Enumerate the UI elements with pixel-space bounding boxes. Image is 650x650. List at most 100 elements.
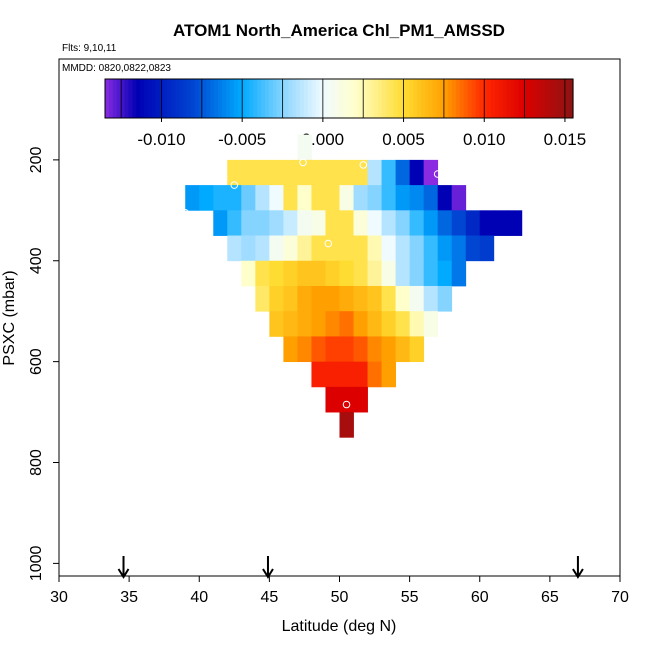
heatmap-cell [185, 185, 200, 211]
colorbar-segment [420, 79, 426, 118]
heatmap-cell [423, 311, 439, 337]
heatmap-cell [381, 361, 396, 388]
heatmap-cell [409, 260, 425, 287]
colorbar-segment [249, 79, 254, 118]
colorbar-segment [233, 79, 239, 118]
heatmap-cell [311, 361, 326, 388]
heatmap-cell [339, 285, 354, 312]
colorbar-segment [342, 79, 348, 118]
colorbar-segment [311, 79, 317, 118]
colorbar-segment [397, 79, 402, 118]
x-tick-label: 45 [260, 589, 278, 606]
colorbar-segment [331, 79, 336, 118]
colorbar-segment [327, 79, 332, 118]
colorbar-segment [264, 79, 270, 118]
colorbar-segment [300, 79, 305, 118]
heatmap-cell [395, 159, 411, 186]
heatmap-cell [381, 311, 396, 337]
flights-note: Flts: 9,10,11 [62, 43, 117, 54]
heatmap-cell [423, 285, 439, 312]
heatmap-cell [395, 235, 411, 262]
heatmap-cell [297, 134, 312, 161]
heatmap-cell [409, 311, 425, 337]
x-tick-label: 70 [611, 589, 629, 606]
heatmap-cell [437, 185, 453, 211]
heatmap-cell [437, 210, 453, 236]
colorbar-frame [104, 78, 574, 119]
colorbar-segment [440, 79, 445, 118]
flight-marker [181, 209, 190, 217]
colorbar-segment [155, 79, 161, 118]
colorbar-segment [241, 79, 246, 118]
heatmap-cell [311, 235, 326, 262]
colorbar-segment [346, 79, 352, 118]
y-tick-label: 1000 [28, 545, 45, 581]
colorbar-segment [124, 79, 129, 118]
colorbar-segment [366, 79, 371, 118]
heatmap-cell [423, 260, 439, 287]
colorbar-segment [296, 79, 301, 118]
colorbar-segment [526, 79, 531, 118]
colorbar-segment [428, 79, 434, 118]
heatmap-cell [297, 260, 312, 287]
heatmap-cell [353, 260, 368, 287]
colorbar-segment [198, 79, 204, 118]
heatmap-cell [381, 235, 396, 262]
down-arrow-icon [117, 556, 130, 579]
colorbar-segment [319, 79, 324, 118]
colorbar-segment [424, 79, 430, 118]
colorbar-segment [358, 79, 363, 118]
heatmap-cell [297, 159, 312, 186]
heatmap-cell [311, 285, 326, 312]
heatmap-cell [269, 185, 284, 211]
heatmap-cell [255, 159, 270, 186]
colorbar-segment [495, 79, 500, 118]
heatmap-cell [339, 311, 354, 337]
colorbar-segment [553, 79, 558, 118]
heatmap-cell [311, 185, 326, 211]
heatmap-cell [269, 159, 284, 186]
heatmap-cell [213, 185, 228, 211]
colorbar-segment [132, 79, 137, 118]
heatmap-cell [353, 386, 368, 413]
heatmap-cell [339, 412, 354, 438]
heatmap-cell [353, 235, 368, 262]
x-tick-label: 50 [331, 589, 349, 606]
heatmap-cell [395, 260, 411, 287]
heatmap-cell [507, 210, 523, 236]
colorbar-segment [210, 79, 215, 118]
colorbar-segment [257, 79, 262, 118]
colorbar-segment [144, 79, 149, 118]
y-axis-title: PSXC (mbar) [1, 270, 18, 365]
heatmap-cell [493, 210, 509, 236]
heatmap-cell [423, 185, 439, 211]
heatmap-cell [367, 285, 382, 312]
colorbar-segment [471, 79, 477, 118]
heatmap-cell [381, 210, 396, 236]
heatmap-cell [325, 159, 340, 186]
heatmap-cell [367, 210, 382, 236]
heatmap-cell [297, 285, 312, 312]
colorbar-segment [381, 79, 387, 118]
colorbar-segment [288, 79, 293, 118]
heatmap-cell [339, 210, 354, 236]
heatmap-cell [325, 235, 340, 262]
heatmap-cell [479, 235, 495, 262]
colorbar-segment [303, 79, 309, 118]
colorbar-segment [222, 79, 227, 118]
heatmap-cell [339, 260, 354, 287]
colorbar-segment [436, 79, 441, 118]
heatmap-cell [409, 235, 425, 262]
colorbar-tick-label: -0.005 [218, 130, 266, 149]
heatmap-cell [381, 336, 396, 363]
heatmap-cell [325, 260, 340, 287]
colorbar-segment [116, 79, 122, 118]
heatmap-cell [311, 210, 326, 236]
heatmap-cell [241, 210, 256, 236]
colorbar-segment [506, 79, 512, 118]
x-tick-label: 30 [50, 589, 68, 606]
heatmap-cell [367, 185, 382, 211]
colorbar-segment [389, 79, 395, 118]
heatmap-cell [325, 386, 340, 413]
